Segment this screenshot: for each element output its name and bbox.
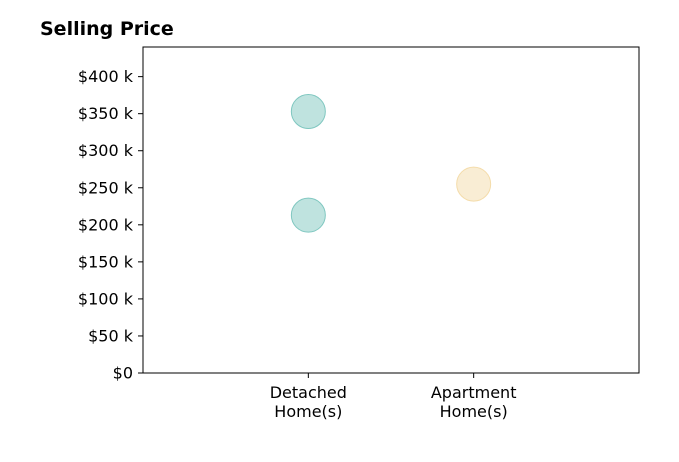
y-tick-label: $400 k (78, 67, 134, 86)
x-tick-label: Apartment Home(s) (431, 383, 517, 421)
plot-frame (142, 46, 640, 374)
y-tick-label: $350 k (78, 104, 134, 123)
y-tick-label: $250 k (78, 178, 134, 197)
x-tick-label-line: Apartment (431, 383, 517, 402)
scatter-points (290, 93, 492, 233)
data-point (290, 93, 326, 129)
x-tick-label-line: Detached (270, 383, 347, 402)
y-tick-label: $150 k (78, 252, 134, 271)
chart-title: Selling Price (40, 18, 174, 40)
y-tick-label: $100 k (78, 289, 134, 308)
data-point (290, 197, 326, 233)
x-tick-label-line: Home(s) (440, 402, 508, 421)
y-tick-label: $50 k (88, 326, 134, 345)
x-tick-label: Detached Home(s) (270, 383, 347, 421)
y-axis: $0 $50 k $100 k $150 k $200 k $250 k $300 k $35… (78, 67, 143, 383)
x-tick-label-line: Home(s) (274, 402, 342, 421)
x-axis: Detached Home(s)Apartment Home(s) (270, 373, 517, 421)
data-point (456, 166, 492, 202)
y-tick-label: $300 k (78, 141, 134, 160)
y-tick-label: $0 (113, 364, 133, 383)
y-tick-label: $200 k (78, 215, 134, 234)
